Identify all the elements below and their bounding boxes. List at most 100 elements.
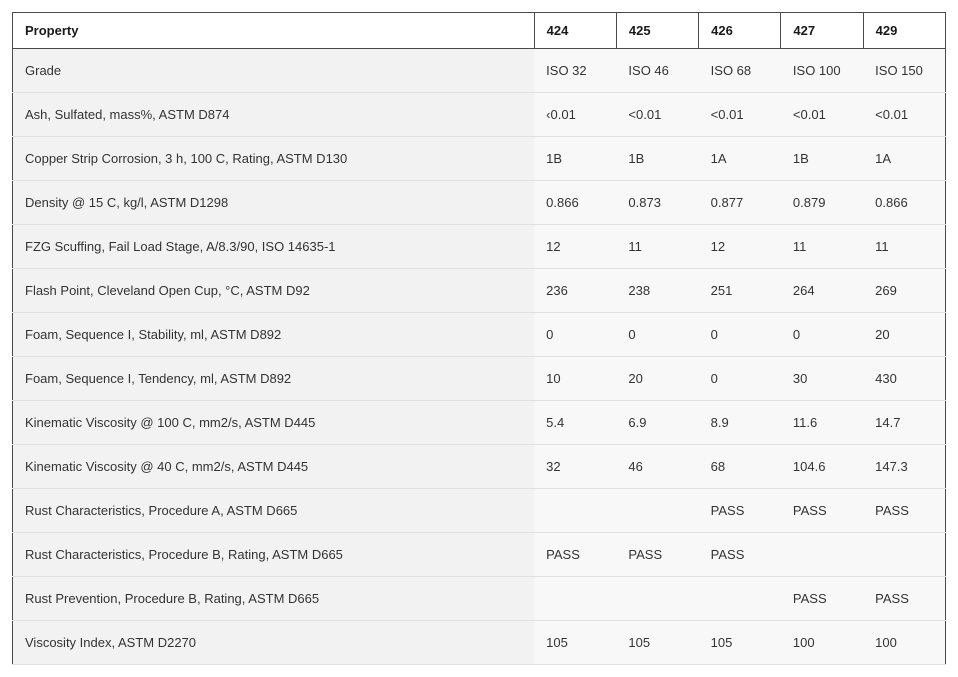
property-value: <0.01 — [863, 93, 945, 137]
table-row: Foam, Sequence I, Stability, ml, ASTM D8… — [13, 313, 946, 357]
table-row: Flash Point, Cleveland Open Cup, °C, AST… — [13, 269, 946, 313]
property-value: 46 — [616, 445, 698, 489]
property-value: 100 — [863, 621, 945, 665]
property-value: 1A — [699, 137, 781, 181]
property-value: PASS — [863, 577, 945, 621]
property-value: 1A — [863, 137, 945, 181]
property-value: 0 — [616, 313, 698, 357]
property-value: 11 — [616, 225, 698, 269]
property-label: Flash Point, Cleveland Open Cup, °C, AST… — [13, 269, 535, 313]
property-value — [616, 577, 698, 621]
property-label: Density @ 15 C, kg/l, ASTM D1298 — [13, 181, 535, 225]
property-label: Rust Characteristics, Procedure B, Ratin… — [13, 533, 535, 577]
property-label: Grade — [13, 49, 535, 93]
col-header-property: Property — [13, 13, 535, 49]
table-row: Ash, Sulfated, mass%, ASTM D874 ‹0.01 <0… — [13, 93, 946, 137]
property-value: 11.6 — [781, 401, 863, 445]
property-value — [616, 489, 698, 533]
property-value: ISO 68 — [699, 49, 781, 93]
col-header-427: 427 — [781, 13, 863, 49]
property-value: 68 — [699, 445, 781, 489]
property-value — [534, 489, 616, 533]
property-value: 0.866 — [534, 181, 616, 225]
property-label: Foam, Sequence I, Stability, ml, ASTM D8… — [13, 313, 535, 357]
property-value: 5.4 — [534, 401, 616, 445]
property-value: 269 — [863, 269, 945, 313]
property-value: 11 — [781, 225, 863, 269]
property-value: 236 — [534, 269, 616, 313]
property-value — [699, 577, 781, 621]
table-row: Grade ISO 32 ISO 46 ISO 68 ISO 100 ISO 1… — [13, 49, 946, 93]
table-row: FZG Scuffing, Fail Load Stage, A/8.3/90,… — [13, 225, 946, 269]
property-value: 0.873 — [616, 181, 698, 225]
property-label: Kinematic Viscosity @ 40 C, mm2/s, ASTM … — [13, 445, 535, 489]
property-value: PASS — [699, 533, 781, 577]
property-value — [781, 533, 863, 577]
property-value: ‹0.01 — [534, 93, 616, 137]
property-value: PASS — [616, 533, 698, 577]
property-label: Rust Characteristics, Procedure A, ASTM … — [13, 489, 535, 533]
property-value: 430 — [863, 357, 945, 401]
property-value: 264 — [781, 269, 863, 313]
property-value: PASS — [534, 533, 616, 577]
property-value: 105 — [534, 621, 616, 665]
property-value: 8.9 — [699, 401, 781, 445]
property-value: 0 — [699, 357, 781, 401]
property-value: 12 — [699, 225, 781, 269]
property-value: 105 — [699, 621, 781, 665]
property-value: 20 — [616, 357, 698, 401]
property-value: 0 — [781, 313, 863, 357]
property-value: 238 — [616, 269, 698, 313]
table-row: Kinematic Viscosity @ 40 C, mm2/s, ASTM … — [13, 445, 946, 489]
property-value: ISO 150 — [863, 49, 945, 93]
property-label: FZG Scuffing, Fail Load Stage, A/8.3/90,… — [13, 225, 535, 269]
property-value: <0.01 — [781, 93, 863, 137]
property-value: 104.6 — [781, 445, 863, 489]
property-value: 105 — [616, 621, 698, 665]
property-value: 11 — [863, 225, 945, 269]
col-header-424: 424 — [534, 13, 616, 49]
property-value: 0.877 — [699, 181, 781, 225]
property-value: 0.879 — [781, 181, 863, 225]
property-label: Copper Strip Corrosion, 3 h, 100 C, Rati… — [13, 137, 535, 181]
table-row: Rust Characteristics, Procedure A, ASTM … — [13, 489, 946, 533]
table-row: Kinematic Viscosity @ 100 C, mm2/s, ASTM… — [13, 401, 946, 445]
property-value: 6.9 — [616, 401, 698, 445]
property-label: Ash, Sulfated, mass%, ASTM D874 — [13, 93, 535, 137]
property-value: PASS — [781, 489, 863, 533]
property-value: 100 — [781, 621, 863, 665]
property-label: Rust Prevention, Procedure B, Rating, AS… — [13, 577, 535, 621]
table-body: Grade ISO 32 ISO 46 ISO 68 ISO 100 ISO 1… — [13, 49, 946, 665]
property-value: <0.01 — [699, 93, 781, 137]
col-header-425: 425 — [616, 13, 698, 49]
table-row: Viscosity Index, ASTM D2270 105 105 105 … — [13, 621, 946, 665]
property-value: 10 — [534, 357, 616, 401]
property-label: Kinematic Viscosity @ 100 C, mm2/s, ASTM… — [13, 401, 535, 445]
property-value: 0.866 — [863, 181, 945, 225]
property-value: 251 — [699, 269, 781, 313]
property-value: PASS — [699, 489, 781, 533]
property-value: ISO 46 — [616, 49, 698, 93]
property-value: 12 — [534, 225, 616, 269]
property-value: 30 — [781, 357, 863, 401]
property-value — [534, 577, 616, 621]
property-value: 1B — [534, 137, 616, 181]
table-row: Foam, Sequence I, Tendency, ml, ASTM D89… — [13, 357, 946, 401]
table-row: Rust Prevention, Procedure B, Rating, AS… — [13, 577, 946, 621]
property-value: PASS — [863, 489, 945, 533]
table-row: Rust Characteristics, Procedure B, Ratin… — [13, 533, 946, 577]
property-label: Foam, Sequence I, Tendency, ml, ASTM D89… — [13, 357, 535, 401]
property-value: 32 — [534, 445, 616, 489]
property-value — [863, 533, 945, 577]
property-value: ISO 32 — [534, 49, 616, 93]
property-value: 20 — [863, 313, 945, 357]
property-value: 0 — [534, 313, 616, 357]
table-row: Density @ 15 C, kg/l, ASTM D1298 0.866 0… — [13, 181, 946, 225]
property-label: Viscosity Index, ASTM D2270 — [13, 621, 535, 665]
col-header-429: 429 — [863, 13, 945, 49]
property-value: 0 — [699, 313, 781, 357]
col-header-426: 426 — [699, 13, 781, 49]
table-header-row: Property 424 425 426 427 429 — [13, 13, 946, 49]
property-value: PASS — [781, 577, 863, 621]
property-value: 1B — [616, 137, 698, 181]
